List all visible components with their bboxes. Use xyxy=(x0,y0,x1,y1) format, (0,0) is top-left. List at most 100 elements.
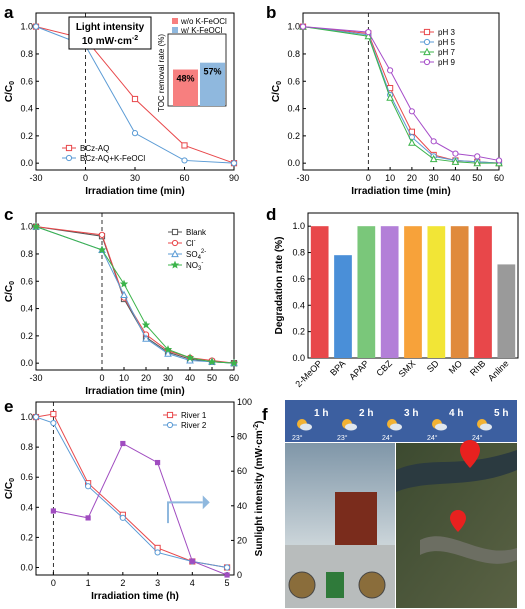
legend-marker xyxy=(423,38,431,46)
panel-c-label: c xyxy=(4,205,13,224)
sunlight-point xyxy=(154,459,161,466)
x-tick-label: 60 xyxy=(494,173,504,183)
y-axis-label-sub: 0 xyxy=(9,281,16,285)
weather-temp: 24° xyxy=(427,434,438,442)
legend-text: NO xyxy=(186,261,198,270)
legend-sub: 3 xyxy=(198,266,202,272)
y-axis-label-sub: 0 xyxy=(276,81,283,85)
y-tick-label: 0.0 xyxy=(20,358,33,368)
y-tick-label: 1.0 xyxy=(287,22,300,32)
y-tick-label: 0.6 xyxy=(287,76,300,86)
x-category-label: CBZ xyxy=(374,358,394,378)
legend-label: SO42- xyxy=(186,249,206,261)
annotation-box xyxy=(68,16,152,50)
x-tick-label: 5 xyxy=(225,578,230,588)
x-category-label: Anline xyxy=(486,358,511,383)
panel-b-chart: 0.0 0.2 0.4 0.6 0.8 1.0 -30 0 10 20 30 40 50 60 Irradi… xyxy=(271,12,504,197)
data-point xyxy=(142,334,150,342)
x-tick-label: -30 xyxy=(29,373,42,383)
cloud-icon xyxy=(480,423,492,431)
series-line-1 xyxy=(35,413,228,568)
weather-time: 1 h xyxy=(314,408,328,419)
y-axis-label-sub: 0 xyxy=(9,81,16,85)
y2-tick-label: 80 xyxy=(237,432,247,442)
x-tick-label: 50 xyxy=(472,173,482,183)
data-point xyxy=(430,138,437,145)
data-point xyxy=(181,157,188,164)
inset-bar-1 xyxy=(173,69,198,106)
x-tick-label: 2 xyxy=(120,578,125,588)
y2-axis-sup: -2 xyxy=(253,424,260,430)
y2-tick-label: 60 xyxy=(237,466,247,476)
legend-marker xyxy=(166,421,174,429)
x-axis-label: Irradiation time (min) xyxy=(351,186,450,197)
reactor-1 xyxy=(288,571,316,599)
panel-f-photos: 1 h 23° 2 h 23° 3 h 24° 4 h 24° 5 h 24° xyxy=(285,400,517,608)
y-tick-label: 1.0 xyxy=(20,22,33,32)
x-tick-label: -30 xyxy=(296,173,309,183)
series-line-3 xyxy=(35,226,235,364)
data-point xyxy=(32,23,40,30)
y2-tick-label: 20 xyxy=(237,535,247,545)
legend-label: NO3- xyxy=(186,260,203,272)
data-point xyxy=(452,150,459,157)
inset-legend-label: w/o K-FeOCl xyxy=(180,17,227,26)
legend-marker xyxy=(423,47,431,56)
y2-axis-end: ) xyxy=(254,421,265,424)
legend-text: SO xyxy=(186,250,198,259)
weather-temp: 23° xyxy=(337,434,348,442)
x-tick-label: 30 xyxy=(163,373,173,383)
data-point xyxy=(365,29,372,36)
x-tick-label: 3 xyxy=(155,578,160,588)
data-point xyxy=(229,358,239,367)
sunlight-point xyxy=(224,572,230,578)
legend-label: BCz-AQ+K-FeOCl xyxy=(80,154,145,163)
data-point xyxy=(120,290,128,299)
sunlight-point xyxy=(189,558,195,564)
legend-marker xyxy=(171,239,179,247)
series-line-4 xyxy=(302,26,500,161)
y-tick-label: 0.8 xyxy=(20,249,33,259)
legend-label: pH 7 xyxy=(438,48,455,57)
map-pin-2-icon xyxy=(450,510,466,532)
y-tick-label: 0.2 xyxy=(20,131,33,141)
y-tick-label: 1.0 xyxy=(20,222,33,232)
legend-sub: 4 xyxy=(198,255,202,261)
y-tick-label: 0.4 xyxy=(20,304,33,314)
data-point xyxy=(85,483,92,490)
data-point xyxy=(50,410,57,418)
legend-marker xyxy=(170,260,180,269)
x-tick-label: 10 xyxy=(385,173,395,183)
data-point xyxy=(97,245,107,254)
bar-BPA xyxy=(334,255,352,358)
legend-sup: - xyxy=(201,260,203,266)
cloud-icon xyxy=(345,423,357,431)
data-point xyxy=(408,138,416,146)
photo-building xyxy=(335,492,377,552)
panel-e-chart: 0.0 0.2 0.4 0.6 0.8 1.0 0 1 2 3 4 5 Irradiation time… xyxy=(4,397,265,602)
x-tick-label: 0 xyxy=(366,173,371,183)
inset-legend-label: w/ K-FeOCl xyxy=(180,26,223,35)
data-point xyxy=(163,345,173,354)
y-axis-label: C/C0 xyxy=(4,478,16,499)
sunlight-point xyxy=(120,440,126,447)
x-category-label: SD xyxy=(425,358,441,374)
legend-marker xyxy=(65,154,73,162)
x-tick-label: 90 xyxy=(229,173,239,183)
panel-a-label: a xyxy=(4,3,14,22)
x-tick-label: 40 xyxy=(450,173,460,183)
data-point xyxy=(223,564,231,571)
sunlight-point xyxy=(85,515,91,521)
y-tick-label: 0.6 xyxy=(20,76,33,86)
y-tick-label: 0.6 xyxy=(20,276,33,286)
y-tick-label: 0.6 xyxy=(20,472,33,482)
y-axis-label: C/C0 xyxy=(4,81,16,102)
annotation-title: Light intensity xyxy=(76,22,145,33)
bar-Anline xyxy=(497,264,516,358)
data-point xyxy=(207,357,217,366)
x-axis-label: Irradiation time (min) xyxy=(85,386,184,397)
legend-label: pH 9 xyxy=(438,58,455,67)
legend-sup: 2- xyxy=(201,249,206,255)
x-tick-label: 4 xyxy=(190,578,195,588)
